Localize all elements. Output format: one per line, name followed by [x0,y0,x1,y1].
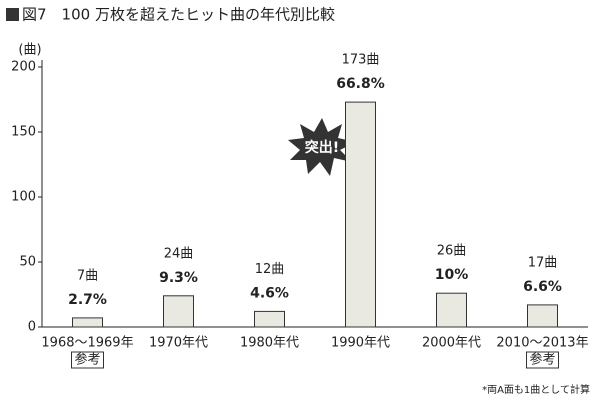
note-box [526,351,559,369]
note-box [71,351,104,369]
chart-title: 図7 100 万枚を超えたヒット曲の年代別比較 [22,6,335,24]
value-label: 24曲 [164,246,194,261]
x-tick-label: 2010〜2013年 [496,336,588,351]
burst-shape [288,118,356,176]
bar [254,310,285,328]
value-label: 173曲 [342,53,380,68]
x-tick-label: 1970年代 [149,336,208,351]
percent-label: 4.6% [250,285,289,301]
category-note: 参考 [529,352,555,368]
percent-label: 9.3% [159,270,198,286]
title-marker [6,8,19,21]
x-tick-label: 1990年代 [331,336,390,351]
bar [527,304,558,328]
bar [72,317,103,328]
bar [345,101,376,328]
percent-label: 2.7% [68,292,107,308]
percent-label: 66.8% [336,76,385,92]
percent-label: 6.6% [523,279,562,295]
annotation: 突出! [305,139,339,156]
bar [436,292,467,328]
percent-label: 10% [435,267,469,283]
x-tick-label: 1980年代 [240,336,299,351]
y-tick-label: 100 [11,190,36,205]
value-label: 17曲 [528,255,558,270]
bar [163,295,194,328]
y-tick-label: 200 [11,60,36,75]
x-tick-label: 2000年代 [422,336,481,351]
x-tick-label: 1968〜1969年 [41,336,133,351]
value-label: 26曲 [437,244,467,259]
y-tick-label: 50 [19,255,36,270]
y-tick-label: 150 [11,125,36,140]
footnote: *両A面も1曲として計算 [482,383,590,396]
y-tick-label: 0 [28,320,36,335]
y-axis-label: (曲) [18,43,41,58]
value-label: 12曲 [255,262,285,277]
value-label: 7曲 [77,268,98,283]
category-note: 参考 [74,352,100,368]
